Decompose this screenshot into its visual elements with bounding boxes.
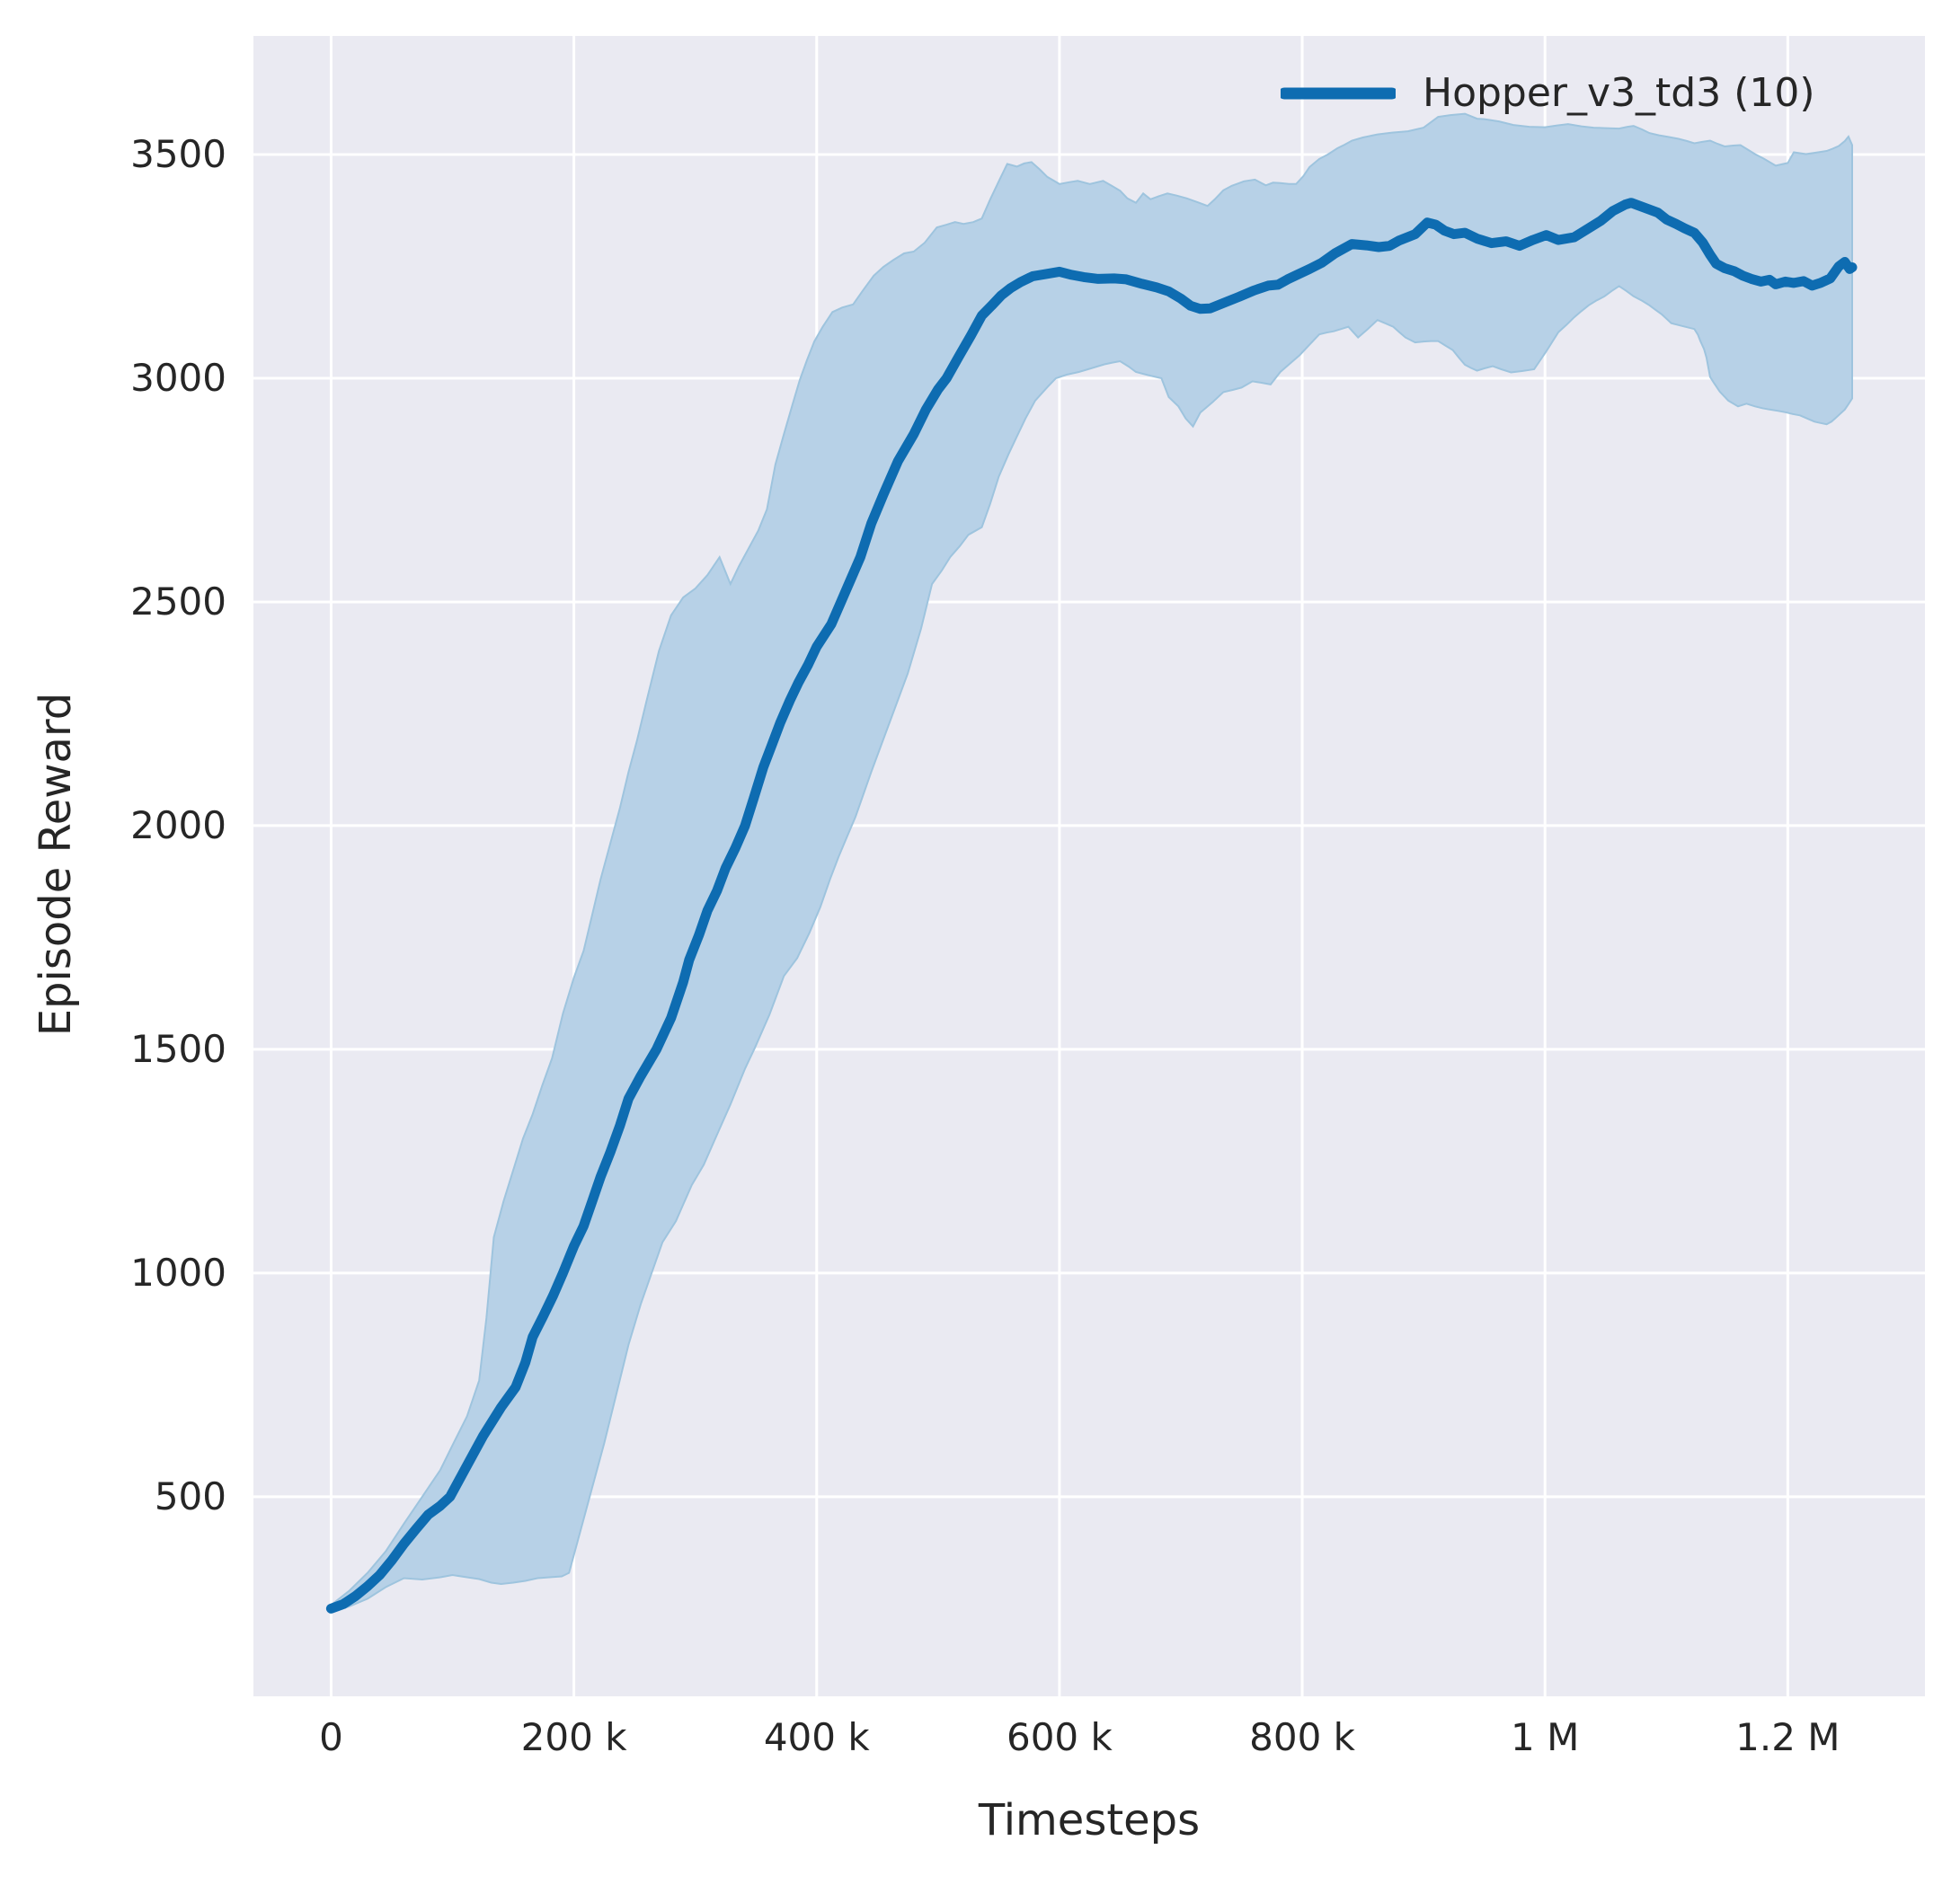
y-axis-title: Episode Reward — [31, 692, 81, 1037]
x-tick-label: 1.2 M — [1735, 1715, 1840, 1759]
legend: Hopper_v3_td3 (10) — [1281, 70, 1815, 116]
x-tick-label: 200 k — [520, 1715, 627, 1759]
y-tick-label: 2500 — [130, 579, 226, 624]
y-tick-label: 1000 — [130, 1250, 226, 1295]
legend-label: Hopper_v3_td3 (10) — [1423, 70, 1815, 116]
x-tick-label: 600 k — [1006, 1715, 1113, 1759]
x-tick-label: 1 M — [1511, 1715, 1580, 1759]
y-tick-label: 2000 — [130, 802, 226, 847]
x-tick-label: 400 k — [763, 1715, 870, 1759]
mean-reward-line — [325, 198, 1858, 1614]
y-tick-label: 500 — [154, 1473, 226, 1518]
confidence-band — [330, 112, 1853, 1614]
x-axis-title: Timesteps — [978, 1795, 1201, 1845]
x-tick-label: 0 — [319, 1715, 343, 1759]
y-tick-label: 3500 — [130, 131, 226, 176]
y-tick-label: 1500 — [130, 1026, 226, 1071]
y-tick-label: 3000 — [130, 355, 226, 400]
x-tick-label: 800 k — [1249, 1715, 1355, 1759]
legend-line-swatch — [1281, 87, 1396, 99]
